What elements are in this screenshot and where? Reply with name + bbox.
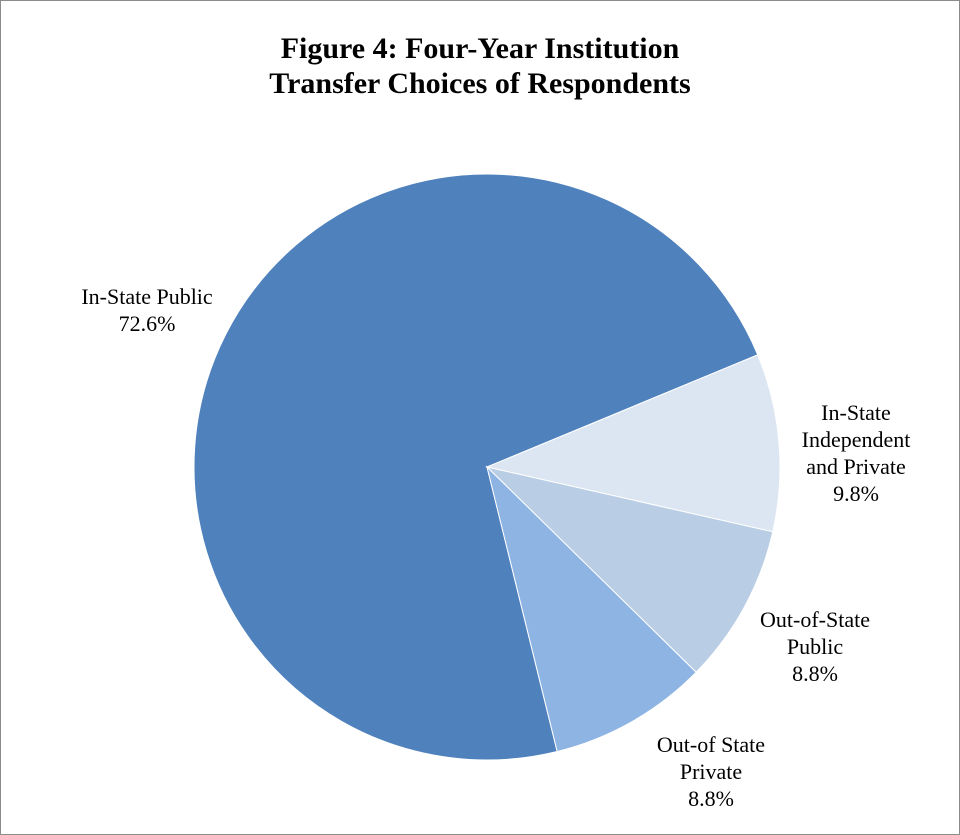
slice-label: Out-of State Private 8.8% (657, 732, 765, 811)
pie-slice (486, 465, 697, 753)
pie-slice (193, 173, 759, 761)
slice-name-line: Out-of State (657, 732, 765, 757)
slice-name-line: Independent (802, 427, 911, 452)
chart-title: Figure 4: Four-Year Institution Transfer… (1, 31, 959, 101)
slice-label: Out-of-State Public 8.8% (760, 607, 870, 686)
slice-value-label: 72.6% (119, 311, 176, 336)
slice-name-line: Private (680, 759, 742, 784)
slice-label: In-State Public 72.6% (81, 284, 213, 336)
chart-title-line-2: Transfer Choices of Respondents (269, 67, 691, 100)
slice-value-label: 8.8% (792, 661, 838, 686)
chart-title-line-1: Figure 4: Four-Year Institution (280, 32, 680, 65)
pie-slice (485, 354, 781, 533)
slice-name-line: Out-of-State (760, 607, 870, 632)
slice-label: In-State Independent and Private 9.8% (802, 400, 911, 506)
slice-value-label: 8.8% (688, 786, 734, 811)
slice-name-line: In-State Public (81, 284, 213, 309)
pie-slice (485, 466, 774, 673)
slice-name-line: In-State (821, 400, 891, 425)
slice-name-line: and Private (806, 454, 906, 479)
slice-name-line: Public (787, 634, 843, 659)
slice-value-label: 9.8% (833, 481, 879, 506)
